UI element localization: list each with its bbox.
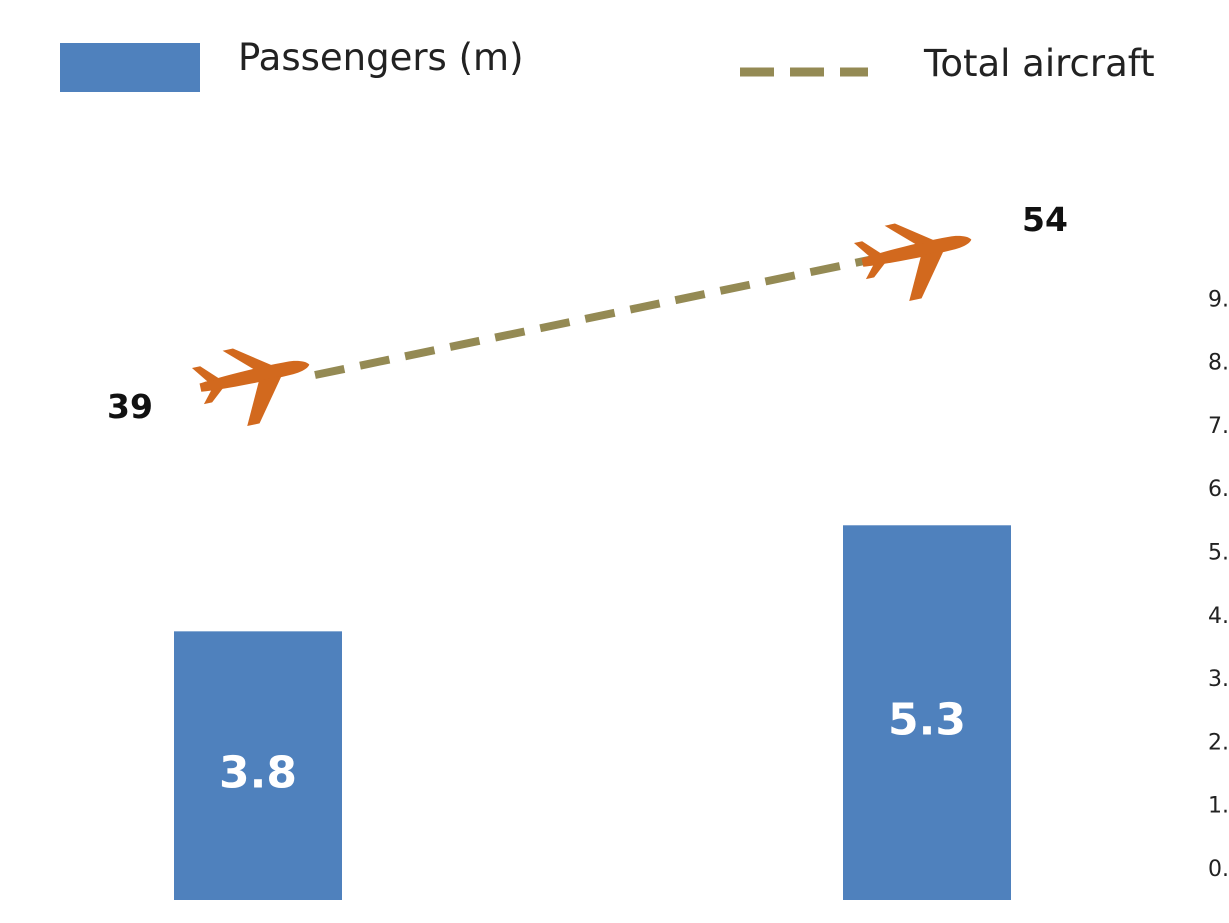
right-axis-tick-label: 1.: [1208, 794, 1229, 819]
right-axis-tick-label: 6.: [1208, 477, 1229, 502]
right-axis-tick-label: 2.: [1208, 730, 1229, 755]
legend-line-label: Total aircraft: [923, 42, 1155, 85]
aircraft-line: [314, 246, 918, 379]
right-axis-tick-label: 5.: [1208, 541, 1229, 566]
plane-markers: [189, 208, 982, 435]
bar: [843, 525, 1011, 900]
right-axis-tick-label: 0.: [1208, 857, 1229, 882]
right-axis-tick-label: 8.: [1208, 351, 1229, 376]
right-axis-tick-label: 4.: [1208, 604, 1229, 629]
airplane-icon: [189, 333, 320, 435]
legend-bars-label: Passengers (m): [238, 36, 524, 79]
right-axis: 0. 1. 2. 3. 4. 5. 6. 7. 8. 9.: [1208, 287, 1229, 882]
legend-bar-swatch: [60, 43, 200, 92]
right-axis-tick-label: 3.: [1208, 667, 1229, 692]
bar-value-label: 5.3: [888, 695, 966, 746]
right-axis-tick-label: 7.: [1208, 414, 1229, 439]
bar-value-label: 3.8: [219, 748, 297, 799]
legend: Passengers (m) Total aircraft: [60, 36, 1155, 92]
line-value-label: 39: [107, 387, 153, 426]
airplane-icon: [851, 208, 982, 310]
line-series: [314, 246, 918, 379]
right-axis-tick-label: 9.: [1208, 287, 1229, 312]
data-labels: 3.8 5.3 39 54: [107, 200, 1068, 799]
line-value-label: 54: [1022, 200, 1068, 239]
bar-series: [174, 525, 1011, 900]
bar: [174, 631, 342, 900]
